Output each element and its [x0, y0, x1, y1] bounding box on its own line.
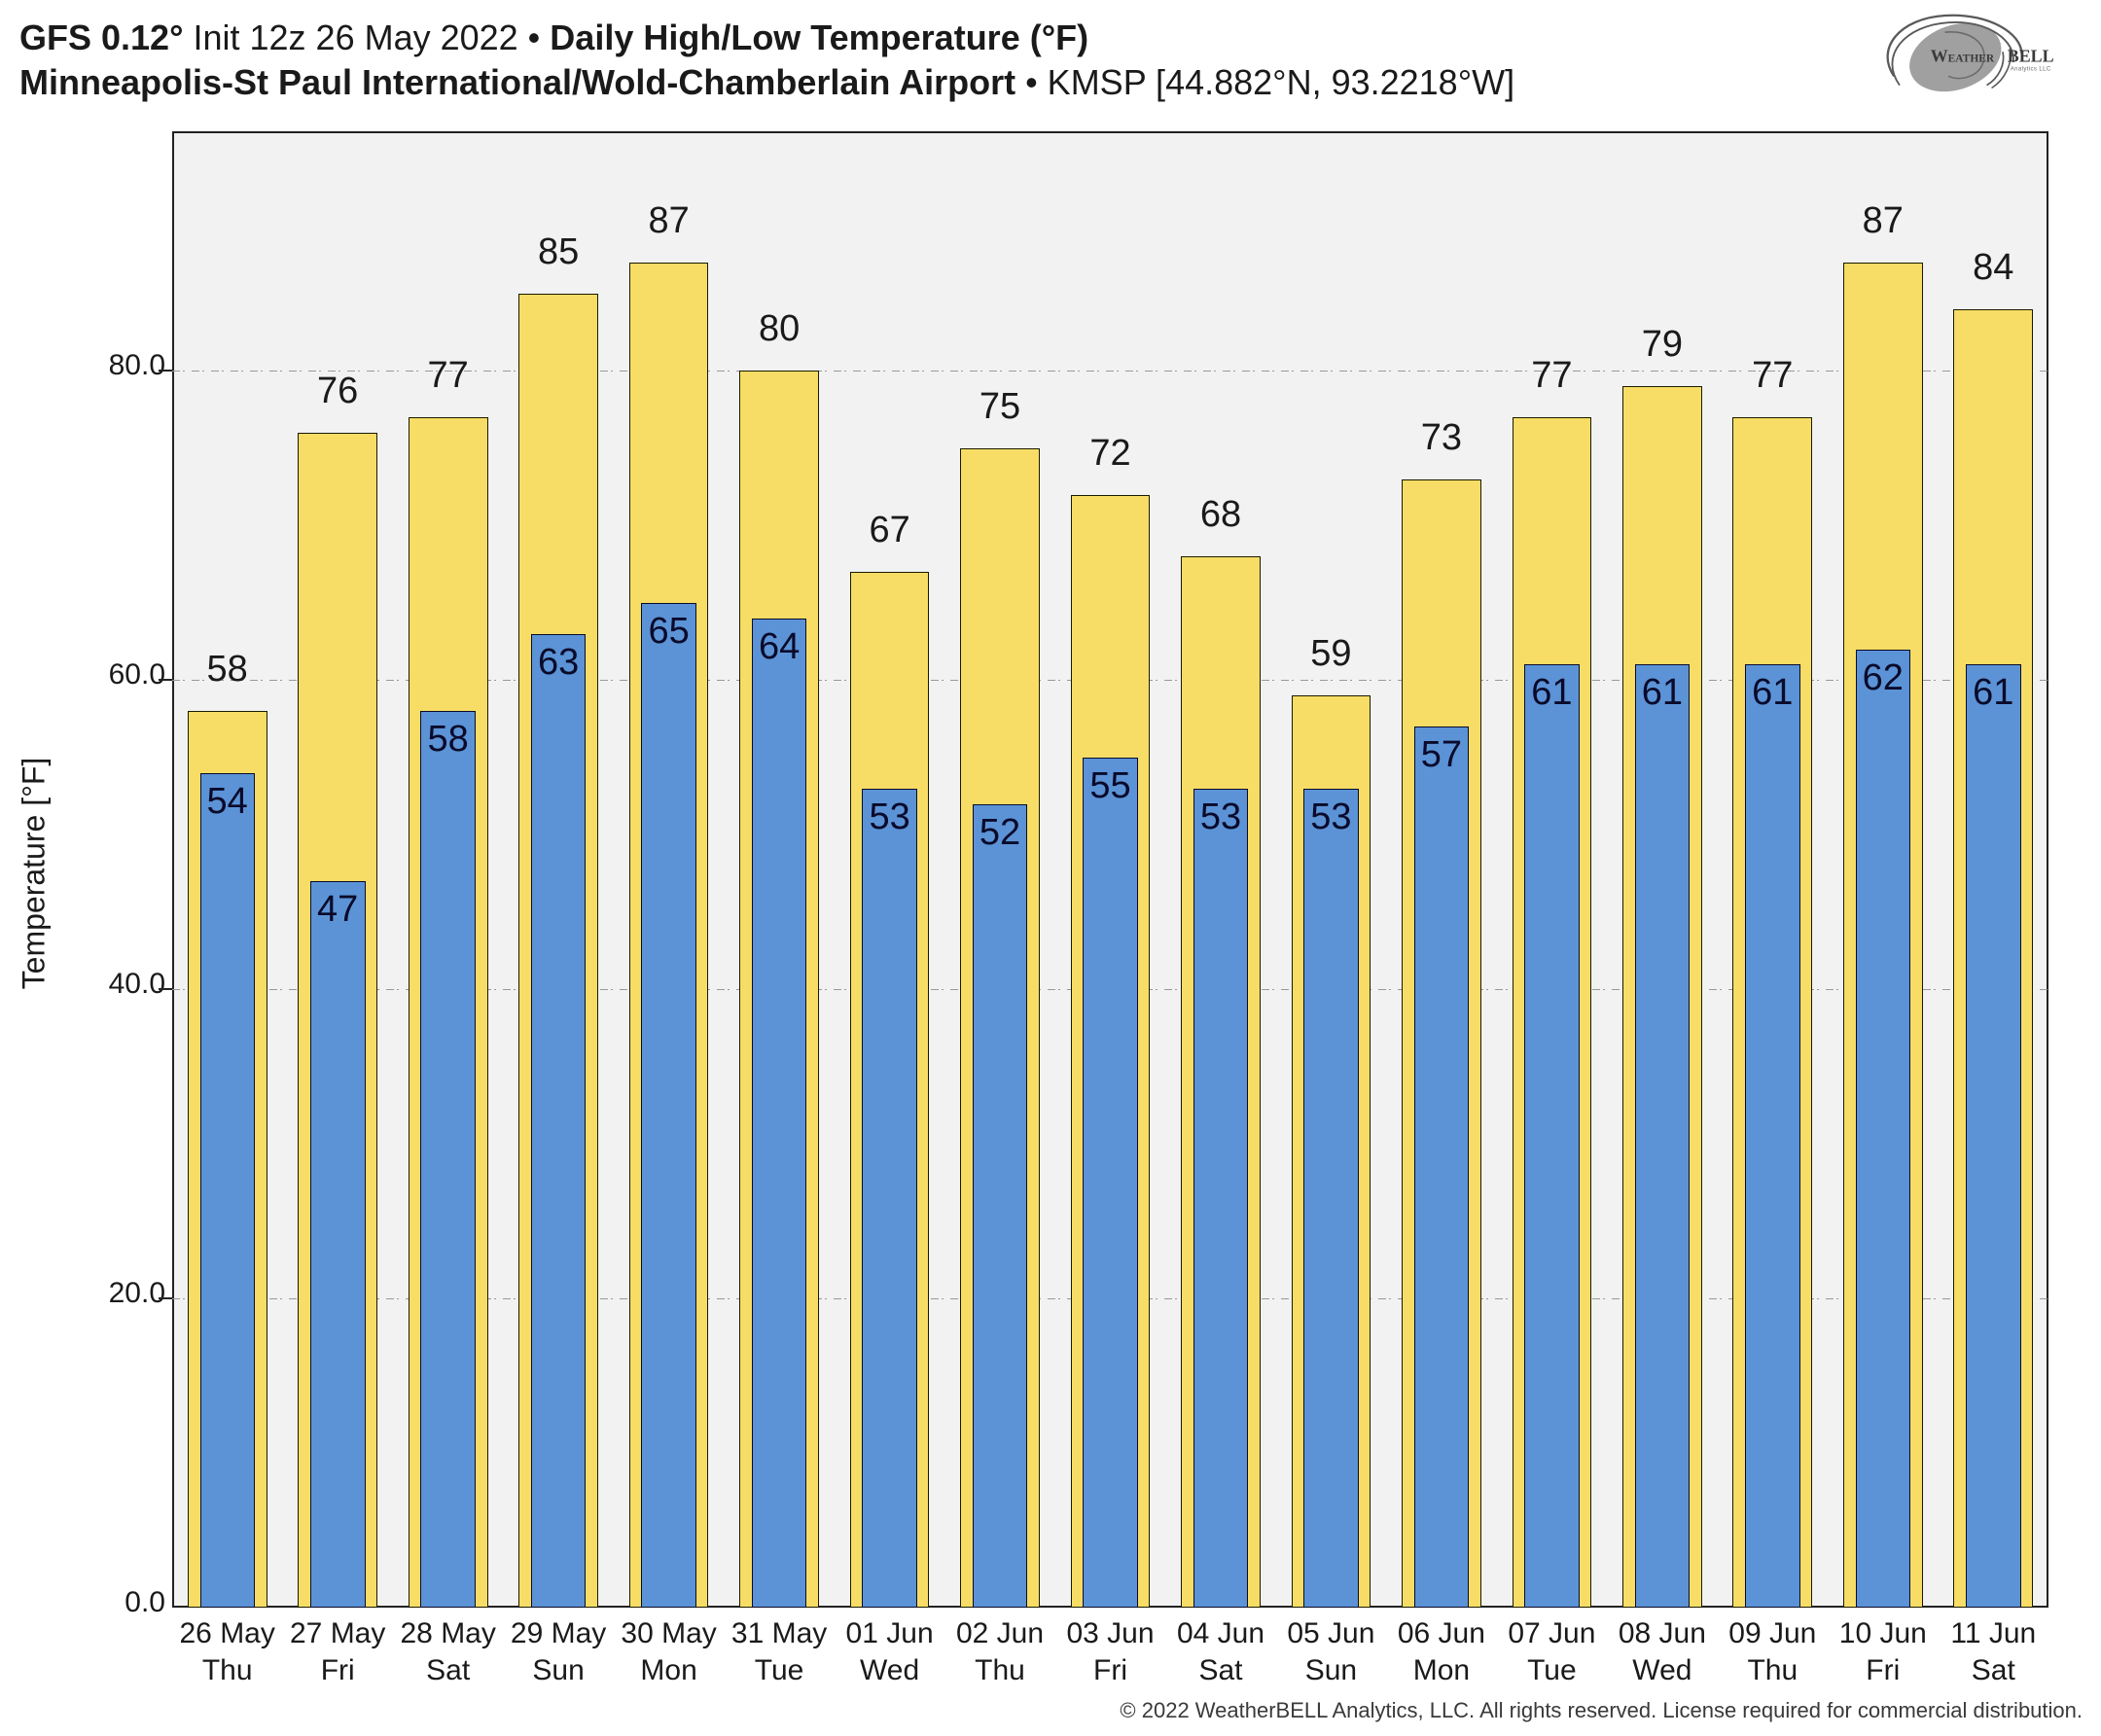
svg-text:Analytics LLC: Analytics LLC — [2011, 66, 2051, 73]
svg-text:BELL: BELL — [2008, 46, 2054, 65]
